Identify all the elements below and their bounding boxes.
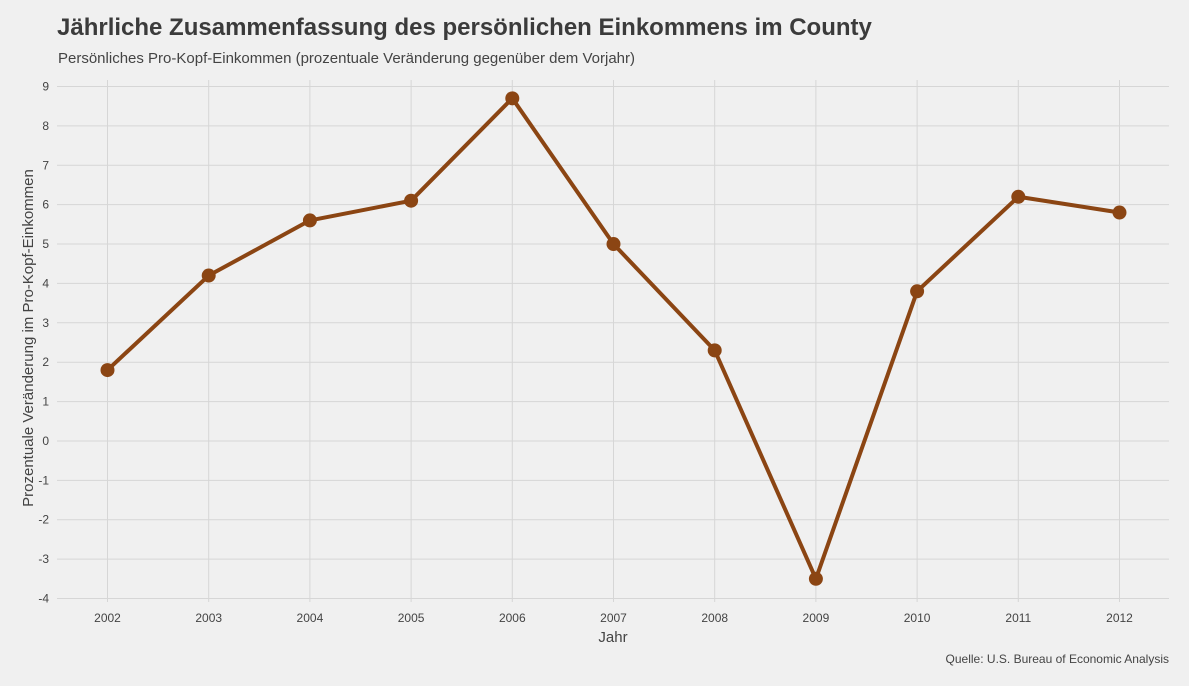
data-point <box>707 343 722 358</box>
data-point <box>1011 189 1026 204</box>
data-point <box>201 268 216 283</box>
x-axis-label: Jahr <box>598 629 627 646</box>
chart-subtitle: Persönliches Pro-Kopf-Einkommen (prozent… <box>58 50 635 67</box>
data-point <box>606 237 621 252</box>
x-tick-label: 2010 <box>904 611 931 625</box>
y-axis-label: Prozentuale Veränderung im Pro-Kopf-Eink… <box>20 169 37 507</box>
series-layer <box>100 91 1127 586</box>
y-tick-label: 8 <box>42 119 49 133</box>
chart-caption: Quelle: U.S. Bureau of Economic Analysis <box>945 652 1169 666</box>
x-tick-label: 2011 <box>1005 611 1031 625</box>
x-tick-label: 2004 <box>297 611 324 625</box>
y-tick-label: 2 <box>42 355 49 369</box>
y-tick-label: -2 <box>38 513 49 527</box>
data-point <box>1112 205 1127 220</box>
y-tick-label: 3 <box>42 316 49 330</box>
y-tick-label: 7 <box>42 158 49 172</box>
data-point <box>100 363 115 378</box>
x-tick-label: 2009 <box>803 611 830 625</box>
y-tick-label: 1 <box>42 395 49 409</box>
y-tick-label: 0 <box>42 434 49 448</box>
data-point <box>505 91 520 106</box>
y-tick-label: 5 <box>42 237 49 251</box>
y-tick-label: 9 <box>42 80 49 94</box>
x-tick-label: 2003 <box>195 611 222 625</box>
x-tick-label: 2006 <box>499 611 526 625</box>
chart-title: Jährliche Zusammenfassung des persönlich… <box>57 14 872 41</box>
y-tick-labels: 9 8 7 6 5 4 3 2 1 0 -1 -2 -3 -4 <box>38 80 49 606</box>
x-tick-label: 2002 <box>94 611 121 625</box>
y-tick-label: 6 <box>42 198 49 212</box>
y-tick-label: -3 <box>38 552 49 566</box>
x-tick-label: 2005 <box>398 611 425 625</box>
x-tick-labels: 2002 2003 2004 2005 2006 2007 2008 2009 2010 2011… <box>94 611 1133 625</box>
data-point <box>302 213 317 228</box>
x-tick-label: 2012 <box>1106 611 1133 625</box>
x-tick-label: 2008 <box>701 611 728 625</box>
y-tick-label: -4 <box>38 592 49 606</box>
data-point <box>910 284 925 299</box>
y-tick-label: 4 <box>42 276 49 290</box>
grid-lines <box>57 80 1169 602</box>
data-point <box>404 193 419 208</box>
x-tick-label: 2007 <box>600 611 627 625</box>
y-tick-label: -1 <box>38 473 49 487</box>
data-point <box>808 571 823 586</box>
